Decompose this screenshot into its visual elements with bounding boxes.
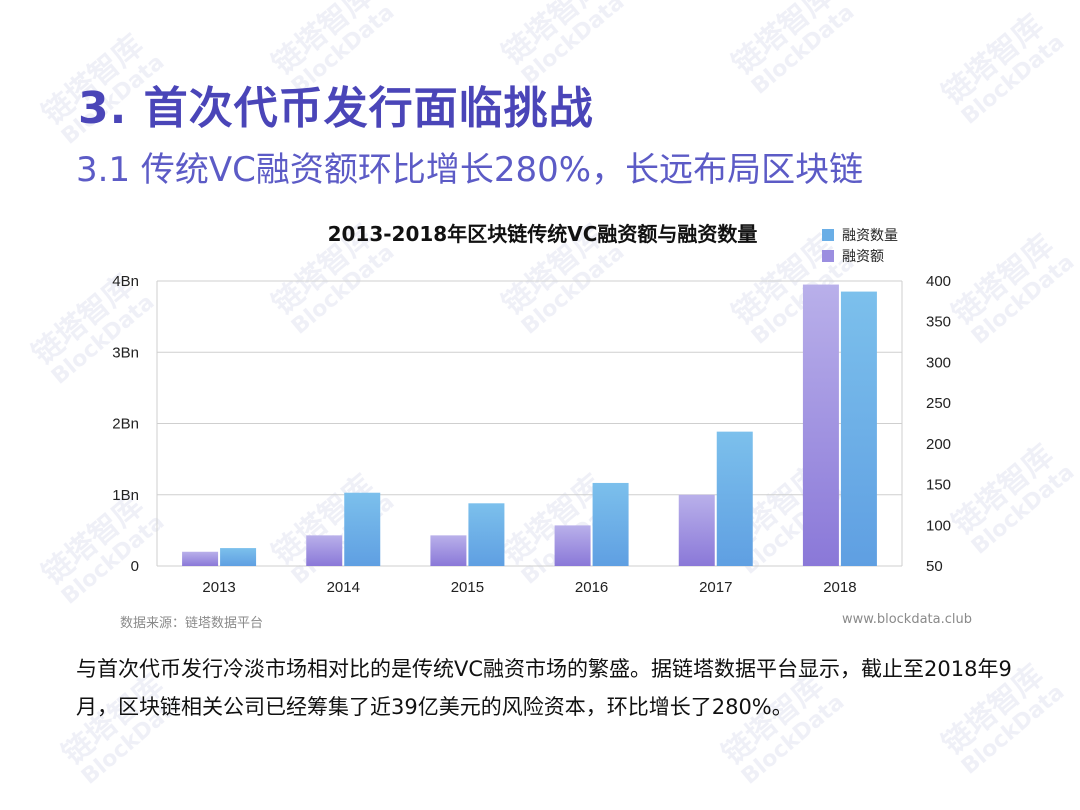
left-axis-tick-label: 1Bn — [112, 487, 139, 504]
x-axis-tick-label: 2013 — [202, 579, 235, 596]
right-axis-tick-label: 300 — [926, 354, 951, 371]
legend-label-amount: 融资额 — [842, 248, 884, 265]
bar-count-2016 — [592, 482, 629, 566]
grid-lines — [156, 280, 903, 567]
right-axis-tick-label: 200 — [926, 436, 951, 453]
legend-item-count: 融资数量 — [822, 224, 898, 245]
bar-amount-2017 — [678, 494, 715, 566]
body-paragraph: 与首次代币发行冷淡市场相对比的是传统VC融资市场的繁盛。据链塔数据平台显示，截止… — [76, 657, 1012, 719]
x-axis-tick-label: 2018 — [823, 579, 856, 596]
page-subtitle: 3.1 传统VC融资额环比增长280%，长远布局区块链 — [76, 150, 864, 190]
bar-count-2014 — [344, 492, 381, 566]
website-link[interactable]: www.blockdata.club — [842, 612, 972, 627]
left-axis-tick-label: 3Bn — [112, 344, 139, 361]
chart-legend: 融资数量 融资额 — [822, 224, 898, 266]
x-axis-tick-label: 2014 — [327, 579, 360, 596]
x-axis-tick-label: 2015 — [451, 579, 484, 596]
bar-amount-2013 — [182, 551, 219, 566]
x-axis-tick-label: 2016 — [575, 579, 608, 596]
left-axis-tick-label: 2Bn — [112, 416, 139, 433]
bar-count-2015 — [468, 503, 505, 566]
legend-label-count: 融资数量 — [842, 227, 898, 244]
bar-amount-2015 — [430, 535, 467, 566]
x-axis-tick-label: 2017 — [699, 579, 732, 596]
bar-count-2018 — [840, 291, 877, 566]
bar-amount-2018 — [802, 284, 839, 566]
bar-count-2017 — [716, 431, 753, 566]
bar-amount-2014 — [306, 535, 343, 566]
legend-item-amount: 融资额 — [822, 245, 898, 266]
right-axis-tick-label: 100 — [926, 517, 951, 534]
bar-count-2013 — [220, 548, 257, 566]
axis-labels: 0 1Bn 2Bn 3Bn 4Bn 50 100 150 200 250 300 350 400 2013… — [112, 273, 951, 596]
chart-title: 2013-2018年区块链传统VC融资额与融资数量 — [327, 222, 758, 246]
right-axis-tick-label: 150 — [926, 477, 951, 494]
legend-swatch-amount — [822, 249, 834, 262]
legend-swatch-count — [822, 228, 834, 241]
right-axis-tick-label: 400 — [926, 273, 951, 290]
left-axis-tick-label: 4Bn — [112, 273, 139, 290]
right-axis-tick-label: 350 — [926, 314, 951, 331]
right-axis-tick-label: 50 — [926, 558, 943, 575]
bar-amount-2016 — [554, 525, 591, 566]
right-axis-tick-label: 250 — [926, 395, 951, 412]
page-title: 3. 首次代币发行面临挑战 — [78, 83, 594, 134]
data-source: 数据来源：链塔数据平台 — [120, 616, 264, 631]
left-axis-tick-label: 0 — [131, 558, 139, 575]
bar-chart: 0 1Bn 2Bn 3Bn 4Bn 50 100 150 200 250 300 350 400 2013… — [112, 273, 951, 596]
bars — [182, 284, 877, 566]
